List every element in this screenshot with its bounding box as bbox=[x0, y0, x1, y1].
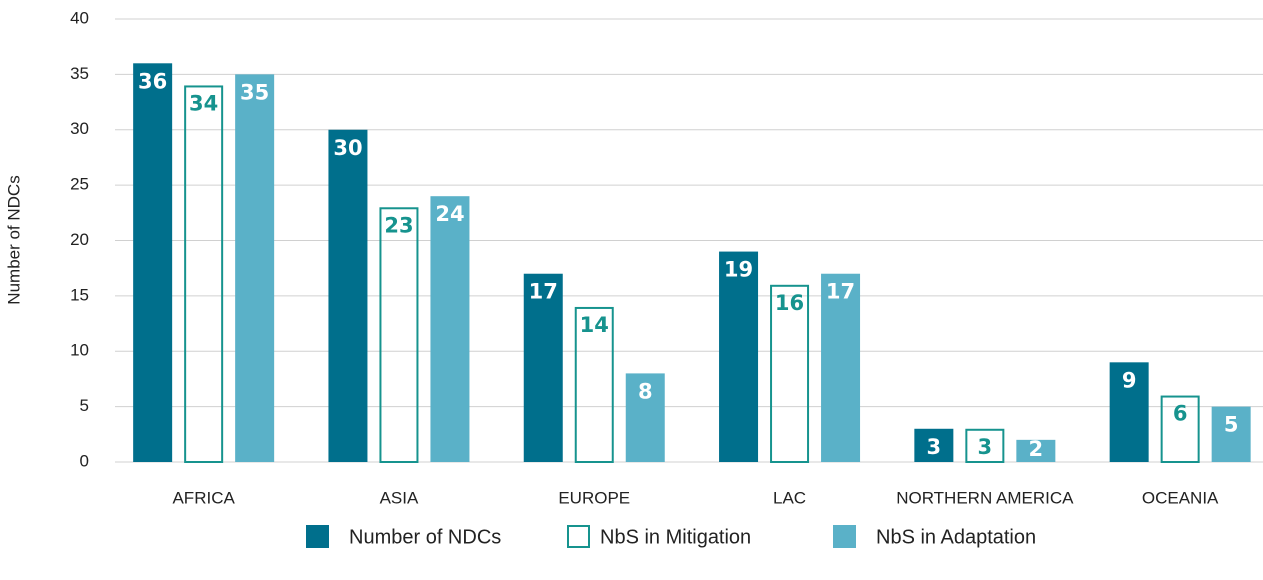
bar bbox=[235, 74, 275, 462]
bar bbox=[914, 428, 954, 462]
value-label: 16 bbox=[775, 291, 804, 315]
value-label: 17 bbox=[529, 280, 558, 304]
x-tick-label: AFRICA bbox=[172, 488, 235, 507]
y-axis-label: Number of NDCs bbox=[4, 175, 23, 304]
bar bbox=[625, 373, 665, 462]
value-label: 8 bbox=[638, 379, 653, 403]
value-label: 19 bbox=[724, 258, 753, 282]
legend-label: NbS in Mitigation bbox=[600, 526, 751, 548]
legend-swatch bbox=[567, 525, 590, 548]
y-tick-label: 10 bbox=[70, 341, 89, 360]
bar bbox=[430, 196, 470, 462]
value-label: 30 bbox=[333, 136, 362, 160]
bar bbox=[1160, 395, 1200, 463]
bar bbox=[1211, 406, 1251, 462]
x-tick-label: EUROPE bbox=[558, 488, 630, 507]
bar bbox=[133, 63, 173, 463]
value-label: 6 bbox=[1173, 402, 1188, 426]
value-label: 5 bbox=[1224, 413, 1239, 437]
value-label: 24 bbox=[435, 202, 464, 226]
y-tick-label: 15 bbox=[70, 285, 89, 304]
bar bbox=[770, 284, 810, 463]
bar bbox=[379, 207, 419, 463]
bar bbox=[965, 428, 1005, 463]
x-tick-label: LAC bbox=[773, 488, 806, 507]
value-label: 14 bbox=[580, 313, 609, 337]
bar bbox=[328, 129, 368, 462]
x-tick-label: NORTHERN AMERICA bbox=[896, 488, 1074, 507]
value-label: 35 bbox=[240, 80, 269, 104]
value-label: 3 bbox=[978, 435, 993, 459]
bar bbox=[719, 251, 759, 462]
y-tick-label: 30 bbox=[70, 119, 89, 138]
bar bbox=[1016, 439, 1056, 462]
y-tick-label: 35 bbox=[70, 64, 89, 83]
x-tick-label: OCEANIA bbox=[1142, 488, 1219, 507]
y-tick-label: 40 bbox=[70, 8, 89, 27]
value-label: 36 bbox=[138, 69, 167, 93]
legend-label: Number of NDCs bbox=[349, 526, 501, 548]
bar bbox=[184, 85, 224, 463]
y-tick-label: 0 bbox=[80, 451, 89, 470]
x-tick-label: ASIA bbox=[380, 488, 419, 507]
value-label: 17 bbox=[826, 280, 855, 304]
bar bbox=[523, 273, 563, 462]
legend-swatch bbox=[306, 525, 329, 548]
bar bbox=[574, 306, 614, 464]
value-label: 3 bbox=[927, 435, 942, 459]
value-label: 34 bbox=[189, 91, 218, 115]
y-tick-label: 25 bbox=[70, 175, 89, 194]
legend-swatch bbox=[833, 525, 856, 548]
bar bbox=[1109, 362, 1149, 462]
y-tick-label: 20 bbox=[70, 230, 89, 249]
value-label: 23 bbox=[384, 213, 413, 237]
value-label: 9 bbox=[1122, 368, 1137, 392]
legend-label: NbS in Adaptation bbox=[876, 526, 1036, 548]
value-label: 2 bbox=[1029, 437, 1044, 461]
y-tick-label: 5 bbox=[80, 396, 89, 415]
bar bbox=[821, 273, 861, 462]
